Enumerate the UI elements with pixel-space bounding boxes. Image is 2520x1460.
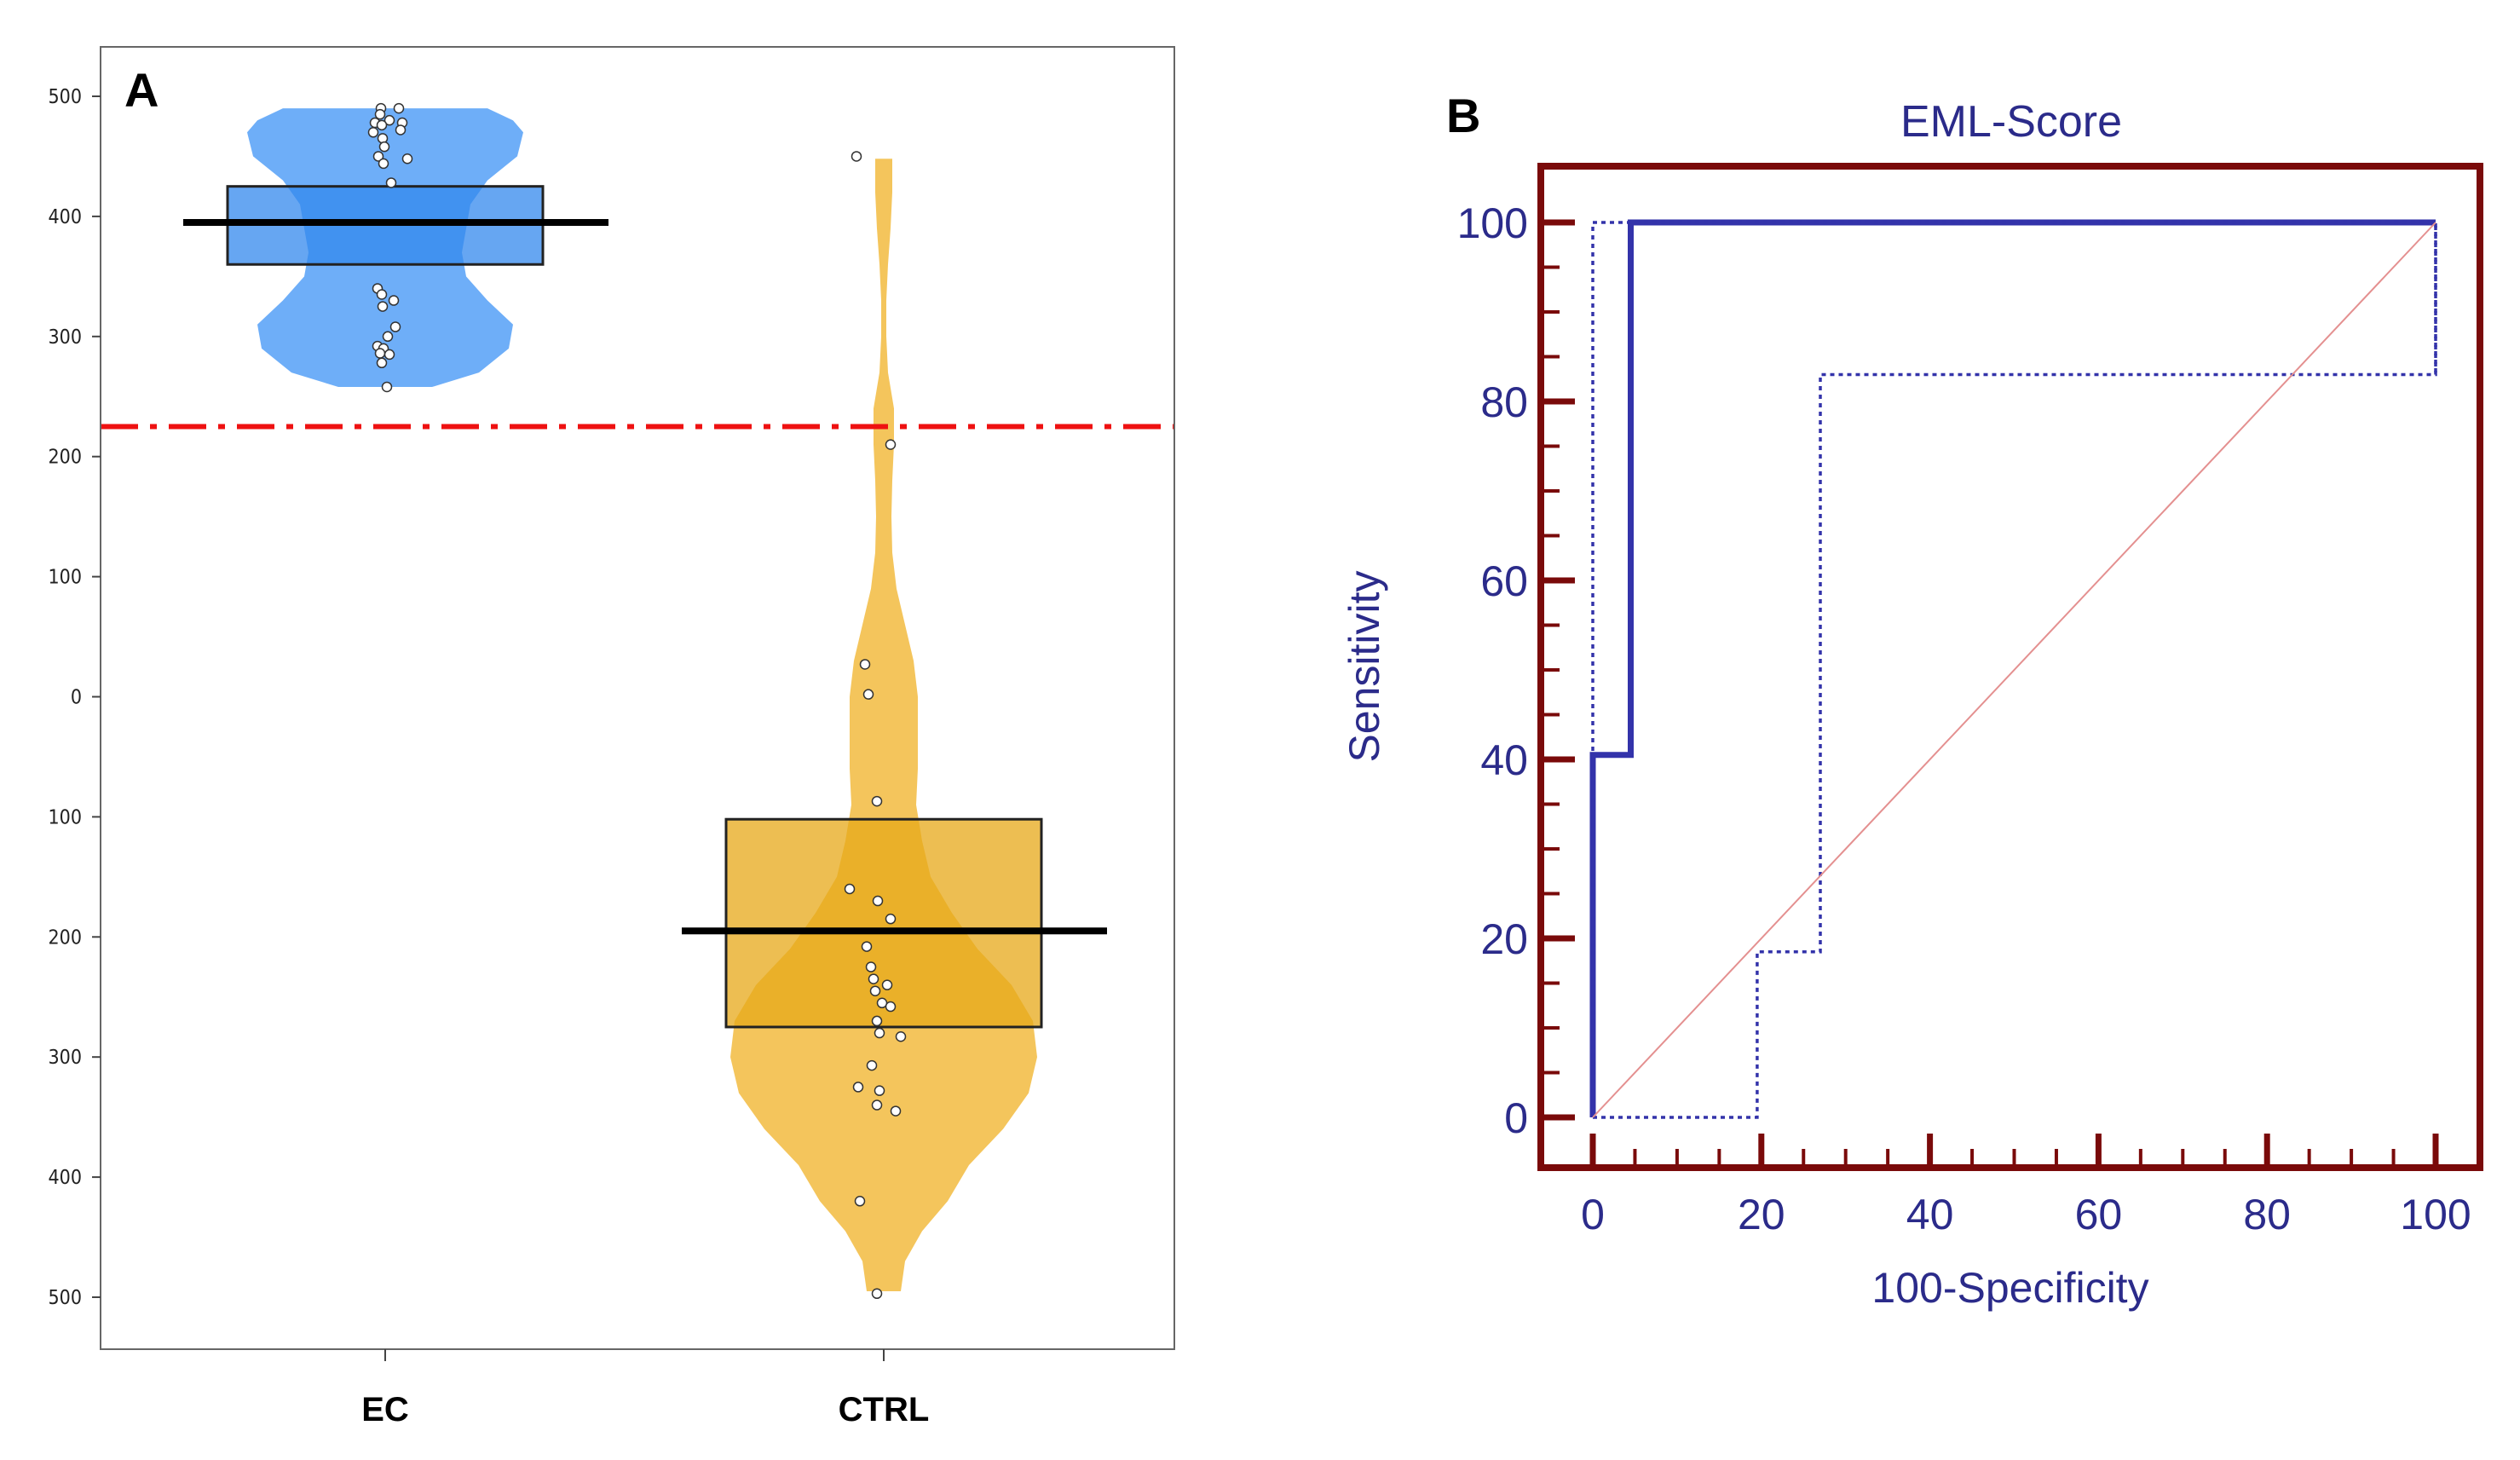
y-tick-label-a: 500	[49, 1287, 83, 1309]
data-point-ctrl	[890, 1105, 902, 1117]
y-tick-label-b: 0	[1504, 1094, 1528, 1142]
x-tick-label-b: 40	[1906, 1191, 1954, 1238]
x-tick-label-b: 0	[1581, 1191, 1605, 1238]
data-point-ctrl	[859, 659, 871, 670]
data-point-ec	[385, 177, 397, 188]
data-point-ctrl	[866, 1059, 878, 1071]
data-point-ctrl	[844, 883, 856, 895]
data-point-ctrl	[851, 151, 862, 162]
y-tick-label-a: 300	[49, 1047, 83, 1069]
y-tick-label-a: 200	[49, 926, 83, 949]
data-point-ec	[383, 349, 395, 361]
panel-a: 500 400 300 200 100 0 100 200 300 400 500 EC CTRL A	[49, 46, 1175, 1428]
y-tick-label-b: 60	[1480, 557, 1528, 605]
data-point-ec	[378, 141, 390, 153]
lower-95-ci	[1593, 222, 2437, 1119]
y-tick-label-b: 20	[1480, 915, 1528, 963]
data-point-ec	[378, 158, 389, 170]
box-ctrl	[724, 817, 1043, 1029]
chart-title-b: EML-Score	[1900, 97, 2122, 147]
panel-b: B EML-Score 0 20 40 60 80 100 0 20 40 60 80 100 100…	[1341, 89, 2483, 1312]
data-point-ctrl	[852, 1082, 864, 1093]
data-point-ec	[395, 124, 407, 136]
y-tick-label-a: 100	[49, 567, 83, 589]
data-point-ec	[401, 153, 413, 164]
y-tick-label-a: 300	[49, 326, 83, 349]
x-axis-label-b: 100-Specificity	[1871, 1264, 2148, 1312]
data-point-ctrl	[872, 895, 884, 907]
panel-label-b: B	[1446, 89, 1480, 142]
y-tick-label-b: 100	[1457, 199, 1528, 247]
x-tick-label-b: 60	[2075, 1191, 2123, 1238]
data-point-ec	[383, 114, 395, 126]
x-axis-a: EC CTRL	[361, 1349, 929, 1428]
data-point-ctrl	[885, 439, 897, 450]
y-tick-label-a: 400	[49, 1167, 83, 1189]
median-layer	[183, 218, 1107, 935]
data-point-ctrl	[871, 1015, 883, 1027]
upper-95-ci	[1591, 221, 2437, 1117]
violin-ctrl	[730, 159, 1037, 1291]
plot-frame-a	[100, 46, 1175, 1350]
data-point-ec	[389, 321, 401, 332]
y-axis-a: 500 400 300 200 100 0 100 200 300 400 500	[49, 86, 101, 1309]
data-point-ctrl	[881, 979, 893, 990]
plot-frame-b	[1537, 163, 2483, 1171]
data-point-ec	[376, 357, 388, 369]
series-layer	[1589, 219, 2437, 1119]
y-tick-label-a: 400	[49, 206, 83, 228]
data-point-ctrl	[871, 1288, 883, 1300]
reference-line	[1592, 222, 2436, 1118]
x-tick-label-b: 80	[2243, 1191, 2291, 1238]
data-point-ec	[376, 289, 388, 300]
data-point-ec	[381, 381, 393, 393]
x-tick-label-b: 20	[1738, 1191, 1785, 1238]
data-point-ec	[382, 331, 394, 343]
y-axis-label-b: Sensitivity	[1341, 570, 1388, 762]
data-point-ctrl	[861, 941, 873, 952]
data-point-ec	[372, 151, 384, 162]
data-point-ec	[388, 295, 400, 306]
data-point-ec	[374, 108, 386, 120]
data-point-ctrl	[871, 1099, 883, 1111]
data-point-ec	[377, 133, 389, 144]
data-point-ctrl	[871, 795, 883, 807]
x-tick-label-b: 100	[2400, 1191, 2471, 1238]
y-tick-label-b: 80	[1480, 378, 1528, 426]
data-point-ec	[376, 119, 388, 131]
data-point-ctrl	[869, 985, 881, 996]
data-point-ctrl	[865, 961, 877, 972]
points-layer	[367, 102, 907, 1300]
data-point-ctrl	[854, 1196, 866, 1207]
y-tick-label-a: 100	[49, 806, 83, 828]
violin-layer	[247, 108, 1037, 1291]
axis-tick-labels-b: 0 20 40 60 80 100 0 20 40 60 80 100	[1457, 199, 2471, 1238]
data-point-ctrl	[874, 1085, 885, 1096]
data-point-ctrl	[885, 1001, 897, 1013]
data-point-ec	[393, 102, 405, 114]
category-label-ec: EC	[361, 1391, 409, 1428]
y-tick-label-a: 0	[71, 687, 82, 709]
category-label-ctrl: CTRL	[839, 1391, 930, 1428]
data-point-ec	[377, 301, 389, 312]
data-point-ec	[374, 348, 386, 359]
data-point-ctrl	[862, 689, 874, 700]
data-point-ctrl	[868, 973, 879, 984]
y-tick-label-a: 200	[49, 447, 83, 469]
data-point-ctrl	[895, 1030, 907, 1042]
data-point-ec	[367, 127, 379, 138]
y-tick-label-b: 40	[1480, 736, 1528, 784]
data-point-ctrl	[874, 1027, 885, 1039]
panel-label-a: A	[124, 63, 159, 117]
y-tick-label-a: 500	[49, 86, 83, 108]
data-point-ctrl	[885, 913, 897, 925]
axis-ticks-b	[1541, 219, 2439, 1168]
